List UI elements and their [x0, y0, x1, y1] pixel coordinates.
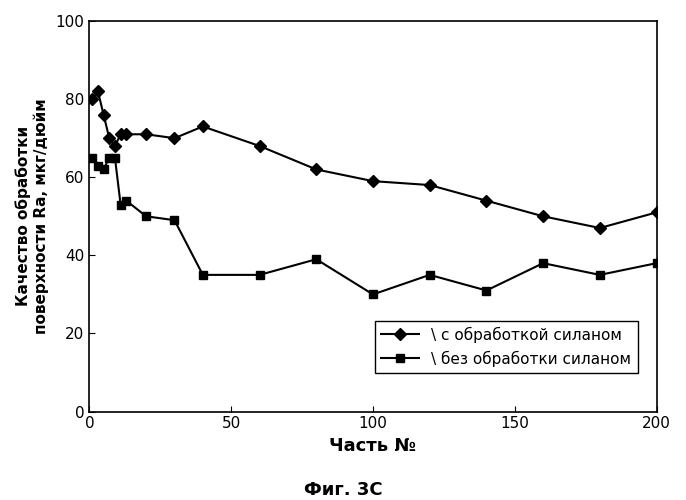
\ с обработкой силаном [369, 178, 377, 184]
\ с обработкой силаном [94, 88, 102, 94]
\ без обработки силаном [122, 198, 130, 203]
\ с обработкой силаном [652, 210, 661, 216]
\ без обработки силаном [425, 272, 434, 278]
\ с обработкой силаном [312, 166, 320, 172]
\ с обработкой силаном [111, 143, 119, 149]
\ без обработки силаном [199, 272, 207, 278]
Line: \ с обработкой силаном: \ с обработкой силаном [88, 87, 661, 232]
\ с обработкой силаном [595, 225, 604, 231]
\ без обработки силаном [652, 260, 661, 266]
\ без обработки силаном [105, 154, 113, 160]
Y-axis label: Качество обработки
поверхности Ra, мкг/дюйм: Качество обработки поверхности Ra, мкг/д… [15, 98, 49, 334]
\ с обработкой силаном [122, 132, 130, 138]
\ без обработки силаном [142, 214, 150, 220]
\ без обработки силаном [94, 162, 102, 168]
\ с обработкой силаном [539, 214, 547, 220]
Text: Фиг. 3C: Фиг. 3C [304, 481, 382, 499]
\ без обработки силаном [482, 288, 490, 294]
\ с обработкой силаном [88, 96, 96, 102]
\ с обработкой силаном [482, 198, 490, 203]
Line: \ без обработки силаном: \ без обработки силаном [88, 154, 661, 298]
\ с обработкой силаном [117, 132, 125, 138]
\ без обработки силаном [369, 292, 377, 298]
\ с обработкой силаном [199, 124, 207, 130]
\ с обработкой силаном [99, 112, 108, 117]
\ без обработки силаном [170, 217, 178, 223]
\ с обработкой силаном [425, 182, 434, 188]
\ с обработкой силаном [105, 135, 113, 141]
\ без обработки силаном [99, 166, 108, 172]
\ без обработки силаном [255, 272, 263, 278]
\ без обработки силаном [312, 256, 320, 262]
X-axis label: Часть №: Часть № [329, 437, 416, 455]
\ без обработки силаном [539, 260, 547, 266]
\ без обработки силаном [88, 154, 96, 160]
\ с обработкой силаном [142, 132, 150, 138]
Legend: \ с обработкой силаном, \ без обработки силаном: \ с обработкой силаном, \ без обработки … [375, 320, 637, 372]
\ с обработкой силаном [255, 143, 263, 149]
\ без обработки силаном [117, 202, 125, 207]
\ без обработки силаном [595, 272, 604, 278]
\ с обработкой силаном [170, 135, 178, 141]
\ без обработки силаном [111, 154, 119, 160]
